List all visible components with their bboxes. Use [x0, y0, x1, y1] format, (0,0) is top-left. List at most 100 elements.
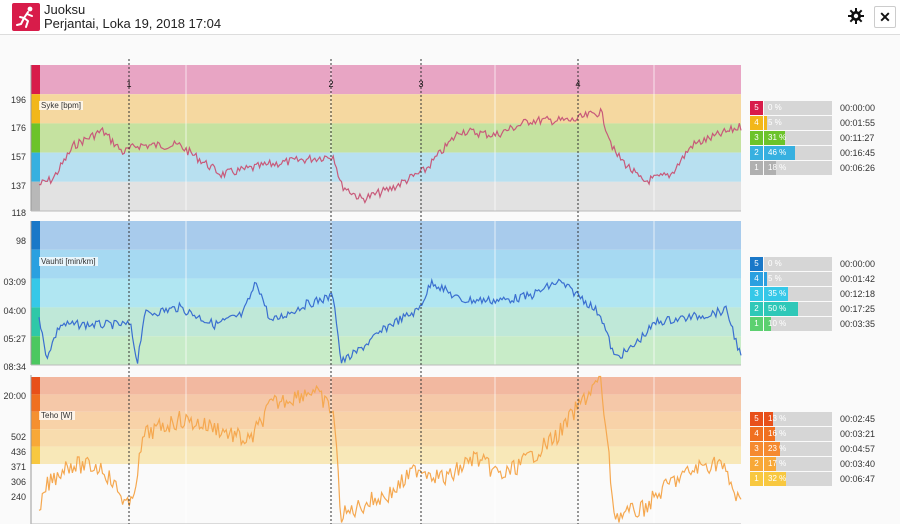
zone-number: 5 [750, 101, 763, 115]
zone-progress-fill [764, 442, 780, 456]
zone-progress-fill [764, 412, 773, 426]
power-zone-band-5 [31, 377, 741, 395]
zone-progress-track: 5 % [764, 116, 832, 130]
heart-rate-zone-band-3 [31, 123, 741, 153]
plot-canvas[interactable] [0, 35, 745, 524]
zone-duration: 00:16:45 [840, 148, 876, 158]
zone-duration: 00:04:57 [840, 444, 876, 454]
window-header: Juoksu Perjantai, Loka 19, 2018 17:04 ✕ [0, 0, 900, 35]
zone-percent: 46 % [768, 148, 787, 157]
zone-number: 3 [750, 131, 763, 145]
pace-zone-band-1 [31, 336, 741, 365]
zone-progress-track: 5 % [764, 272, 832, 286]
pace-chart-title: Vauhti [min/km] [39, 257, 98, 266]
zone-duration: 00:03:40 [840, 459, 876, 469]
zone-progress-fill [764, 317, 771, 331]
heart-rate-zone-row-5[interactable]: 5 0 % 00:00:00 [750, 101, 890, 115]
pace-zone-strip-2 [31, 307, 40, 337]
zone-progress-track: 23 % [764, 442, 832, 456]
zone-number: 2 [750, 457, 763, 471]
gear-icon[interactable] [846, 6, 866, 26]
power-zone-row-4[interactable]: 4 16 % 00:03:21 [750, 427, 890, 441]
heart-rate-zone-band-2 [31, 152, 741, 182]
zone-number: 4 [750, 116, 763, 130]
heart-rate-chart-title: Syke [bpm] [39, 101, 84, 110]
power-zone-row-2[interactable]: 2 17 % 00:03:40 [750, 457, 890, 471]
zone-number: 4 [750, 427, 763, 441]
pace-zone-strip-5 [31, 221, 40, 250]
zone-duration: 00:06:26 [840, 163, 876, 173]
heart-rate-y-tick-label: 118 [11, 208, 26, 218]
zone-progress-fill [764, 131, 786, 145]
zone-progress-fill [764, 146, 796, 160]
pace-zone-row-3[interactable]: 3 35 % 00:12:18 [750, 287, 890, 301]
pace-zone-row-4[interactable]: 4 5 % 00:01:42 [750, 272, 890, 286]
power-zone-strip-1 [31, 446, 40, 464]
close-button[interactable]: ✕ [874, 6, 896, 28]
zone-percent: 31 % [768, 133, 787, 142]
pace-zone-row-5[interactable]: 5 0 % 00:00:00 [750, 257, 890, 271]
lap-marker-label: 2 [328, 79, 334, 89]
power-zone-strip-2 [31, 429, 40, 447]
zone-percent: 17 % [768, 459, 787, 468]
power-zone-band-3 [31, 411, 741, 430]
activity-datetime: Perjantai, Loka 19, 2018 17:04 [44, 16, 222, 31]
zone-progress-track: 0 % [764, 257, 832, 271]
zone-progress-track: 16 % [764, 427, 832, 441]
heart-rate-zone-row-2[interactable]: 2 46 % 00:16:45 [750, 146, 890, 160]
chart-area: 196 176 157 137 118 98 Syke [bpm] 5 0 % 00:00:00 4… [0, 35, 900, 524]
power-zone-band-1 [31, 446, 741, 464]
zone-number: 1 [750, 472, 763, 486]
zone-percent: 0 % [768, 259, 782, 268]
heart-rate-y-tick-label: 196 [10, 95, 26, 105]
heart-rate-zone-band-5 [31, 65, 741, 95]
zone-duration: 00:03:21 [840, 429, 876, 439]
heart-rate-zone-row-1[interactable]: 1 18 % 00:06:26 [750, 161, 890, 175]
pace-zone-strip-3 [31, 278, 40, 308]
zone-duration: 00:11:27 [840, 133, 875, 143]
zone-progress-track: 18 % [764, 161, 832, 175]
heart-rate-zone-row-3[interactable]: 3 31 % 00:11:27 [750, 131, 890, 145]
heart-rate-zone-band-4 [31, 94, 741, 124]
pace-zone-row-2[interactable]: 2 50 % 00:17:25 [750, 302, 890, 316]
heart-rate-y-tick-label: 98 [15, 236, 26, 246]
lap-marker-label: 4 [575, 79, 581, 89]
zone-percent: 50 % [768, 304, 787, 313]
heart-rate-zone-strip-5 [31, 65, 40, 95]
zone-progress-track: 35 % [764, 287, 832, 301]
pace-zone-strip-4 [31, 249, 40, 279]
heart-rate-zone-row-4[interactable]: 4 5 % 00:01:55 [750, 116, 890, 130]
zone-duration: 00:01:55 [840, 118, 876, 128]
pace-zone-band-5 [31, 221, 741, 250]
heart-rate-zone-strip-4 [31, 94, 40, 124]
power-zone-row-3[interactable]: 3 23 % 00:04:57 [750, 442, 890, 456]
heart-rate-y-tick-label: 137 [10, 181, 26, 191]
zone-progress-fill [764, 457, 776, 471]
power-y-tick-label: 502 [10, 432, 26, 442]
pace-zone-row-1[interactable]: 1 10 % 00:03:35 [750, 317, 890, 331]
power-zone-row-1[interactable]: 1 32 % 00:06:47 [750, 472, 890, 486]
zone-progress-track: 50 % [764, 302, 832, 316]
zone-progress-track: 17 % [764, 457, 832, 471]
power-zone-row-5[interactable]: 5 13 % 00:02:45 [750, 412, 890, 426]
power-chart-title: Teho [W] [39, 411, 75, 420]
zone-progress-track: 31 % [764, 131, 832, 145]
zone-percent: 23 % [768, 444, 787, 453]
zone-percent: 16 % [768, 429, 787, 438]
zone-progress-fill [764, 161, 777, 175]
zone-duration: 00:02:45 [840, 414, 876, 424]
activity-title: Juoksu [44, 2, 86, 17]
zone-number: 3 [750, 442, 763, 456]
zone-percent: 35 % [768, 289, 787, 298]
zone-percent: 18 % [768, 163, 787, 172]
zone-duration: 00:01:42 [840, 274, 876, 284]
zone-percent: 10 % [768, 319, 787, 328]
zone-duration: 00:06:47 [840, 474, 876, 484]
zone-duration: 00:03:35 [840, 319, 876, 329]
zone-progress-fill [764, 272, 768, 286]
pace-y-tick-label: 20:00 [3, 391, 26, 401]
power-y-tick-label: 240 [10, 492, 26, 502]
heart-rate-series-line [39, 107, 742, 204]
pace-zone-band-3 [31, 278, 741, 308]
power-zone-band-4 [31, 394, 741, 412]
